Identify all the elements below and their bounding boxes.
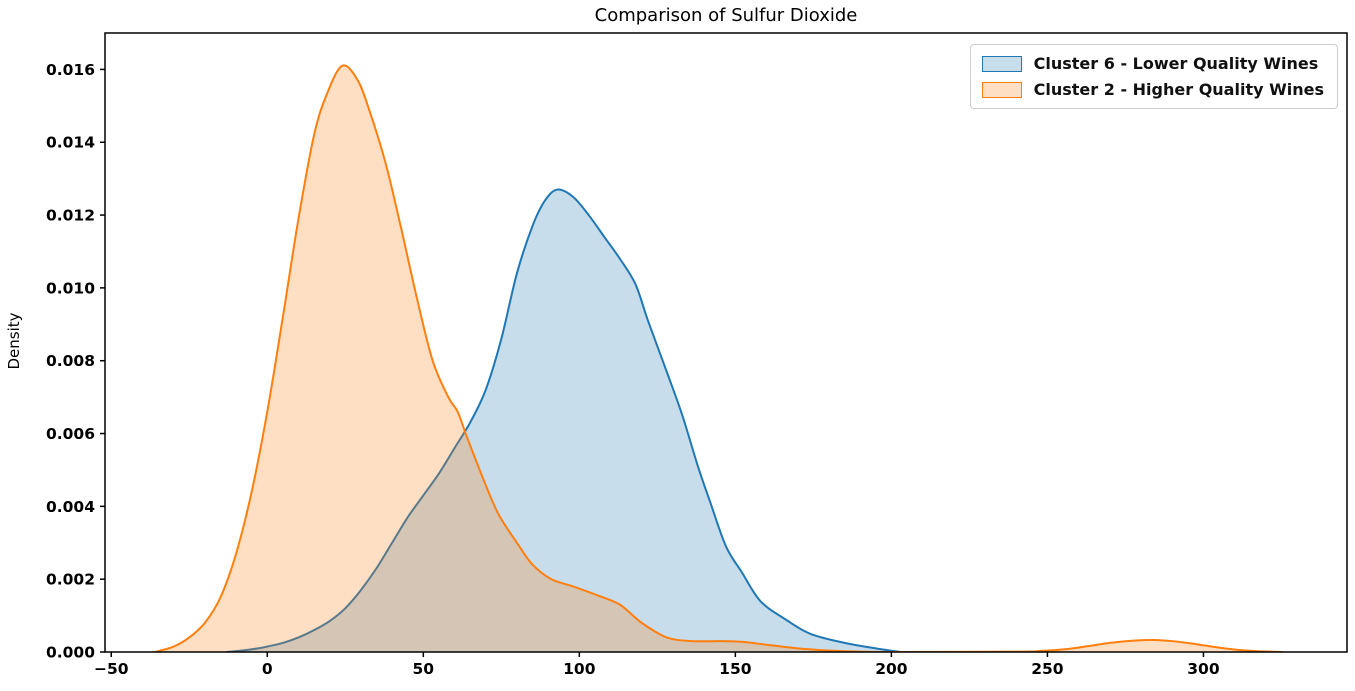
- legend-label-cluster-6: Cluster 6 - Lower Quality Wines: [1033, 54, 1319, 73]
- x-tick-label: 100: [563, 660, 596, 678]
- x-tick-label: −50: [94, 660, 129, 678]
- y-tick-label: 0.006: [46, 425, 95, 443]
- x-tick-label: 200: [875, 660, 908, 678]
- y-tick-label: 0.014: [46, 134, 95, 152]
- x-tick-label: 0: [262, 660, 273, 678]
- y-tick-label: 0.016: [46, 61, 95, 79]
- x-tick-label: 50: [413, 660, 435, 678]
- chart-title: Comparison of Sulfur Dioxide: [594, 5, 858, 26]
- x-tick-label: 300: [1187, 660, 1220, 678]
- x-tick-label: 150: [719, 660, 752, 678]
- cluster-2-swatch-icon: [981, 81, 1022, 98]
- y-tick-label: 0.000: [46, 644, 95, 662]
- y-tick-label: 0.002: [46, 571, 95, 589]
- legend-item-cluster-6: Cluster 6 - Lower Quality Wines: [981, 54, 1324, 73]
- legend-label-cluster-2: Cluster 2 - Higher Quality Wines: [1033, 80, 1324, 99]
- y-tick-label: 0.012: [46, 207, 95, 225]
- density-area-0: [226, 189, 901, 652]
- y-axis-label: Density: [5, 312, 23, 370]
- legend: Cluster 6 - Lower Quality Wines Cluster …: [969, 44, 1338, 109]
- plot-spines: [104, 32, 1348, 653]
- cluster-6-swatch-icon: [981, 55, 1022, 72]
- density-area-1: [154, 65, 1282, 652]
- y-tick-label: 0.008: [46, 352, 95, 370]
- density-line-1: [153, 64, 1283, 652]
- density-line-0: [225, 188, 902, 652]
- y-tick-label: 0.004: [46, 498, 95, 516]
- y-tick-label: 0.010: [46, 279, 95, 297]
- x-tick-label: 250: [1031, 660, 1064, 678]
- legend-item-cluster-2: Cluster 2 - Higher Quality Wines: [981, 80, 1324, 99]
